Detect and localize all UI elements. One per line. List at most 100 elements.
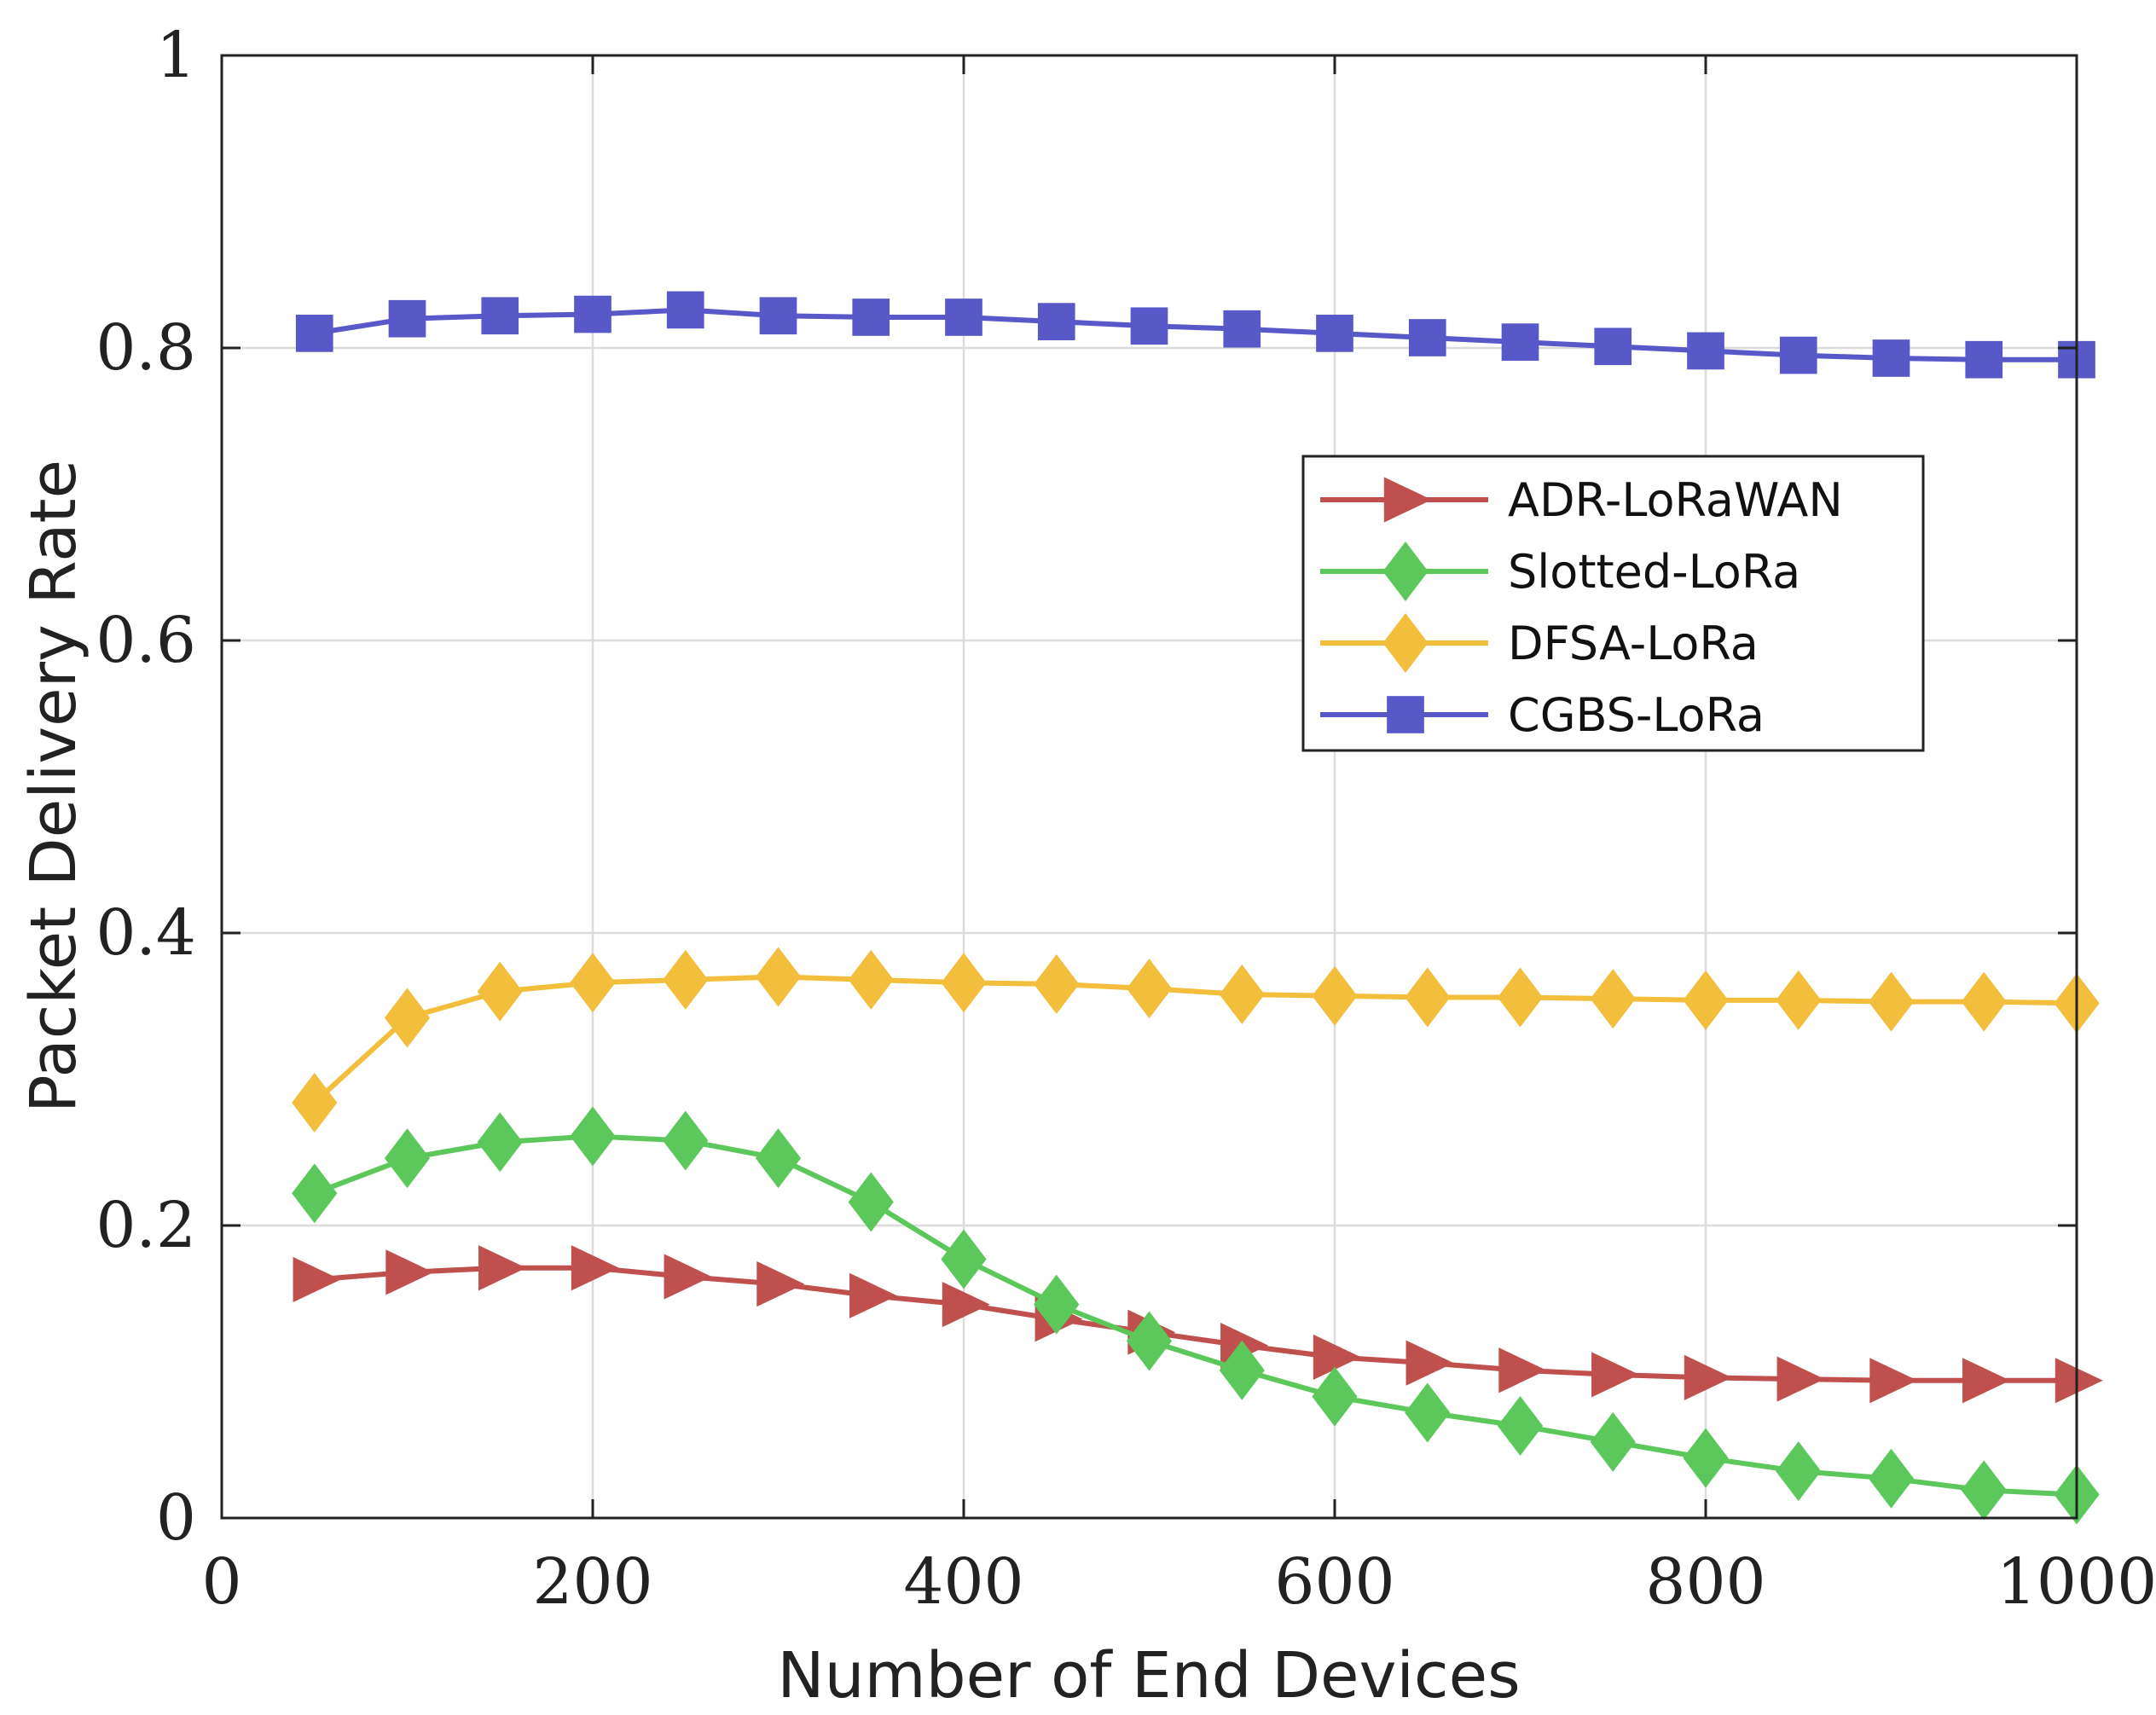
data-point xyxy=(852,298,890,336)
series-CGBS-LoRa xyxy=(295,291,2095,379)
y-axis-label: Packet Delivery Rate xyxy=(17,460,90,1113)
data-point xyxy=(1223,310,1261,348)
x-tick-label: 600 xyxy=(1274,1545,1394,1619)
data-point xyxy=(1405,967,1451,1028)
data-point xyxy=(478,1245,527,1291)
data-point xyxy=(570,953,616,1013)
y-tick-label: 0 xyxy=(156,1481,196,1555)
data-point xyxy=(1312,965,1358,1026)
axis-ticks xyxy=(220,54,2078,1520)
data-point xyxy=(2055,1358,2103,1404)
data-point xyxy=(1219,1340,1265,1400)
data-point xyxy=(293,1256,341,1303)
grid xyxy=(220,54,2078,1520)
data-point xyxy=(1962,1358,2011,1404)
x-axis-label: Number of End Devices xyxy=(777,1639,1520,1712)
data-point xyxy=(1313,1334,1361,1380)
data-point xyxy=(941,953,987,1013)
data-point xyxy=(1776,1356,1825,1402)
data-point xyxy=(1684,1354,1732,1400)
data-point xyxy=(848,1172,894,1232)
data-point xyxy=(384,988,431,1048)
data-point xyxy=(1405,1382,1451,1443)
data-point xyxy=(666,291,704,329)
legend-label: DFSA-LoRa xyxy=(1508,617,1759,670)
data-point xyxy=(1868,971,1915,1032)
legend-item: DFSA-LoRa xyxy=(1320,613,1759,673)
data-point xyxy=(1965,340,2003,379)
legend-label: Slotted-LoRa xyxy=(1508,545,1800,599)
data-point xyxy=(1316,315,1353,352)
data-point xyxy=(756,1261,805,1307)
legend-item: ADR-LoRaWAN xyxy=(1320,473,1843,527)
data-point xyxy=(755,1128,802,1189)
data-point xyxy=(292,1072,338,1133)
data-point xyxy=(1219,965,1265,1025)
data-point xyxy=(1034,1274,1080,1335)
data-point xyxy=(848,949,894,1010)
y-tick-label: 0.2 xyxy=(96,1189,196,1262)
data-point xyxy=(1037,303,1075,340)
data-point xyxy=(1591,1352,1640,1398)
data-point xyxy=(574,295,611,333)
data-point xyxy=(1126,1311,1173,1371)
legend-marker xyxy=(1387,696,1424,733)
x-tick-label: 1000 xyxy=(1997,1545,2156,1619)
data-point xyxy=(1408,319,1446,356)
data-point xyxy=(1034,954,1080,1015)
data-point xyxy=(295,315,333,352)
data-point xyxy=(1498,1347,1547,1393)
data-point xyxy=(571,1245,619,1291)
data-point xyxy=(477,1112,523,1173)
data-point xyxy=(1868,1448,1915,1509)
data-point xyxy=(385,1249,434,1295)
data-point xyxy=(1405,1340,1454,1386)
legend: ADR-LoRaWAN Slotted-LoRa DFSA-LoRa CGBS-LoR… xyxy=(1301,455,1925,752)
data-point xyxy=(1590,1411,1636,1472)
data-point xyxy=(1687,332,1724,370)
legend-label: CGBS-LoRa xyxy=(1508,688,1765,742)
data-point xyxy=(1497,967,1544,1028)
x-tick-labels: 0 200 400 600 800 1000 xyxy=(201,1545,2156,1619)
legend-marker xyxy=(1383,477,1432,523)
data-point xyxy=(1872,339,1910,377)
data-point xyxy=(1776,1441,1822,1502)
plot-frame xyxy=(220,54,2078,1520)
series-ADR-LoRaWAN xyxy=(293,1245,2103,1404)
legend-item: Slotted-LoRa xyxy=(1320,542,1800,601)
x-tick-label: 0 xyxy=(201,1545,241,1619)
data-point xyxy=(570,1106,616,1167)
legend-label: ADR-LoRaWAN xyxy=(1508,473,1843,527)
data-point xyxy=(941,1229,987,1289)
legend-marker xyxy=(1382,613,1429,673)
data-point xyxy=(1961,971,2007,1032)
y-tick-labels: 0 0.2 0.4 0.6 0.8 1 xyxy=(96,19,196,1555)
data-point xyxy=(1130,307,1168,345)
series-line xyxy=(313,1133,2078,1498)
data-point xyxy=(1501,323,1539,361)
data-point xyxy=(759,297,797,335)
series-lines xyxy=(292,291,2103,1525)
data-point xyxy=(1776,970,1822,1030)
y-tick-label: 1 xyxy=(156,19,196,92)
data-point xyxy=(663,1110,709,1171)
series-DFSA-LoRa xyxy=(292,947,2100,1133)
data-point xyxy=(942,1282,990,1328)
data-point xyxy=(384,1128,431,1189)
y-tick-label: 0.8 xyxy=(96,311,196,385)
data-point xyxy=(1590,969,1636,1029)
data-point xyxy=(1594,327,1632,366)
data-point xyxy=(388,299,426,338)
data-point xyxy=(664,1254,712,1300)
data-point xyxy=(1683,970,1729,1030)
data-point xyxy=(477,961,523,1022)
data-point xyxy=(1126,959,1173,1019)
data-point xyxy=(1497,1395,1544,1456)
data-point xyxy=(481,297,519,335)
data-point xyxy=(849,1272,898,1318)
data-point xyxy=(945,298,982,336)
data-point xyxy=(1312,1366,1358,1427)
x-tick-label: 200 xyxy=(532,1545,652,1619)
